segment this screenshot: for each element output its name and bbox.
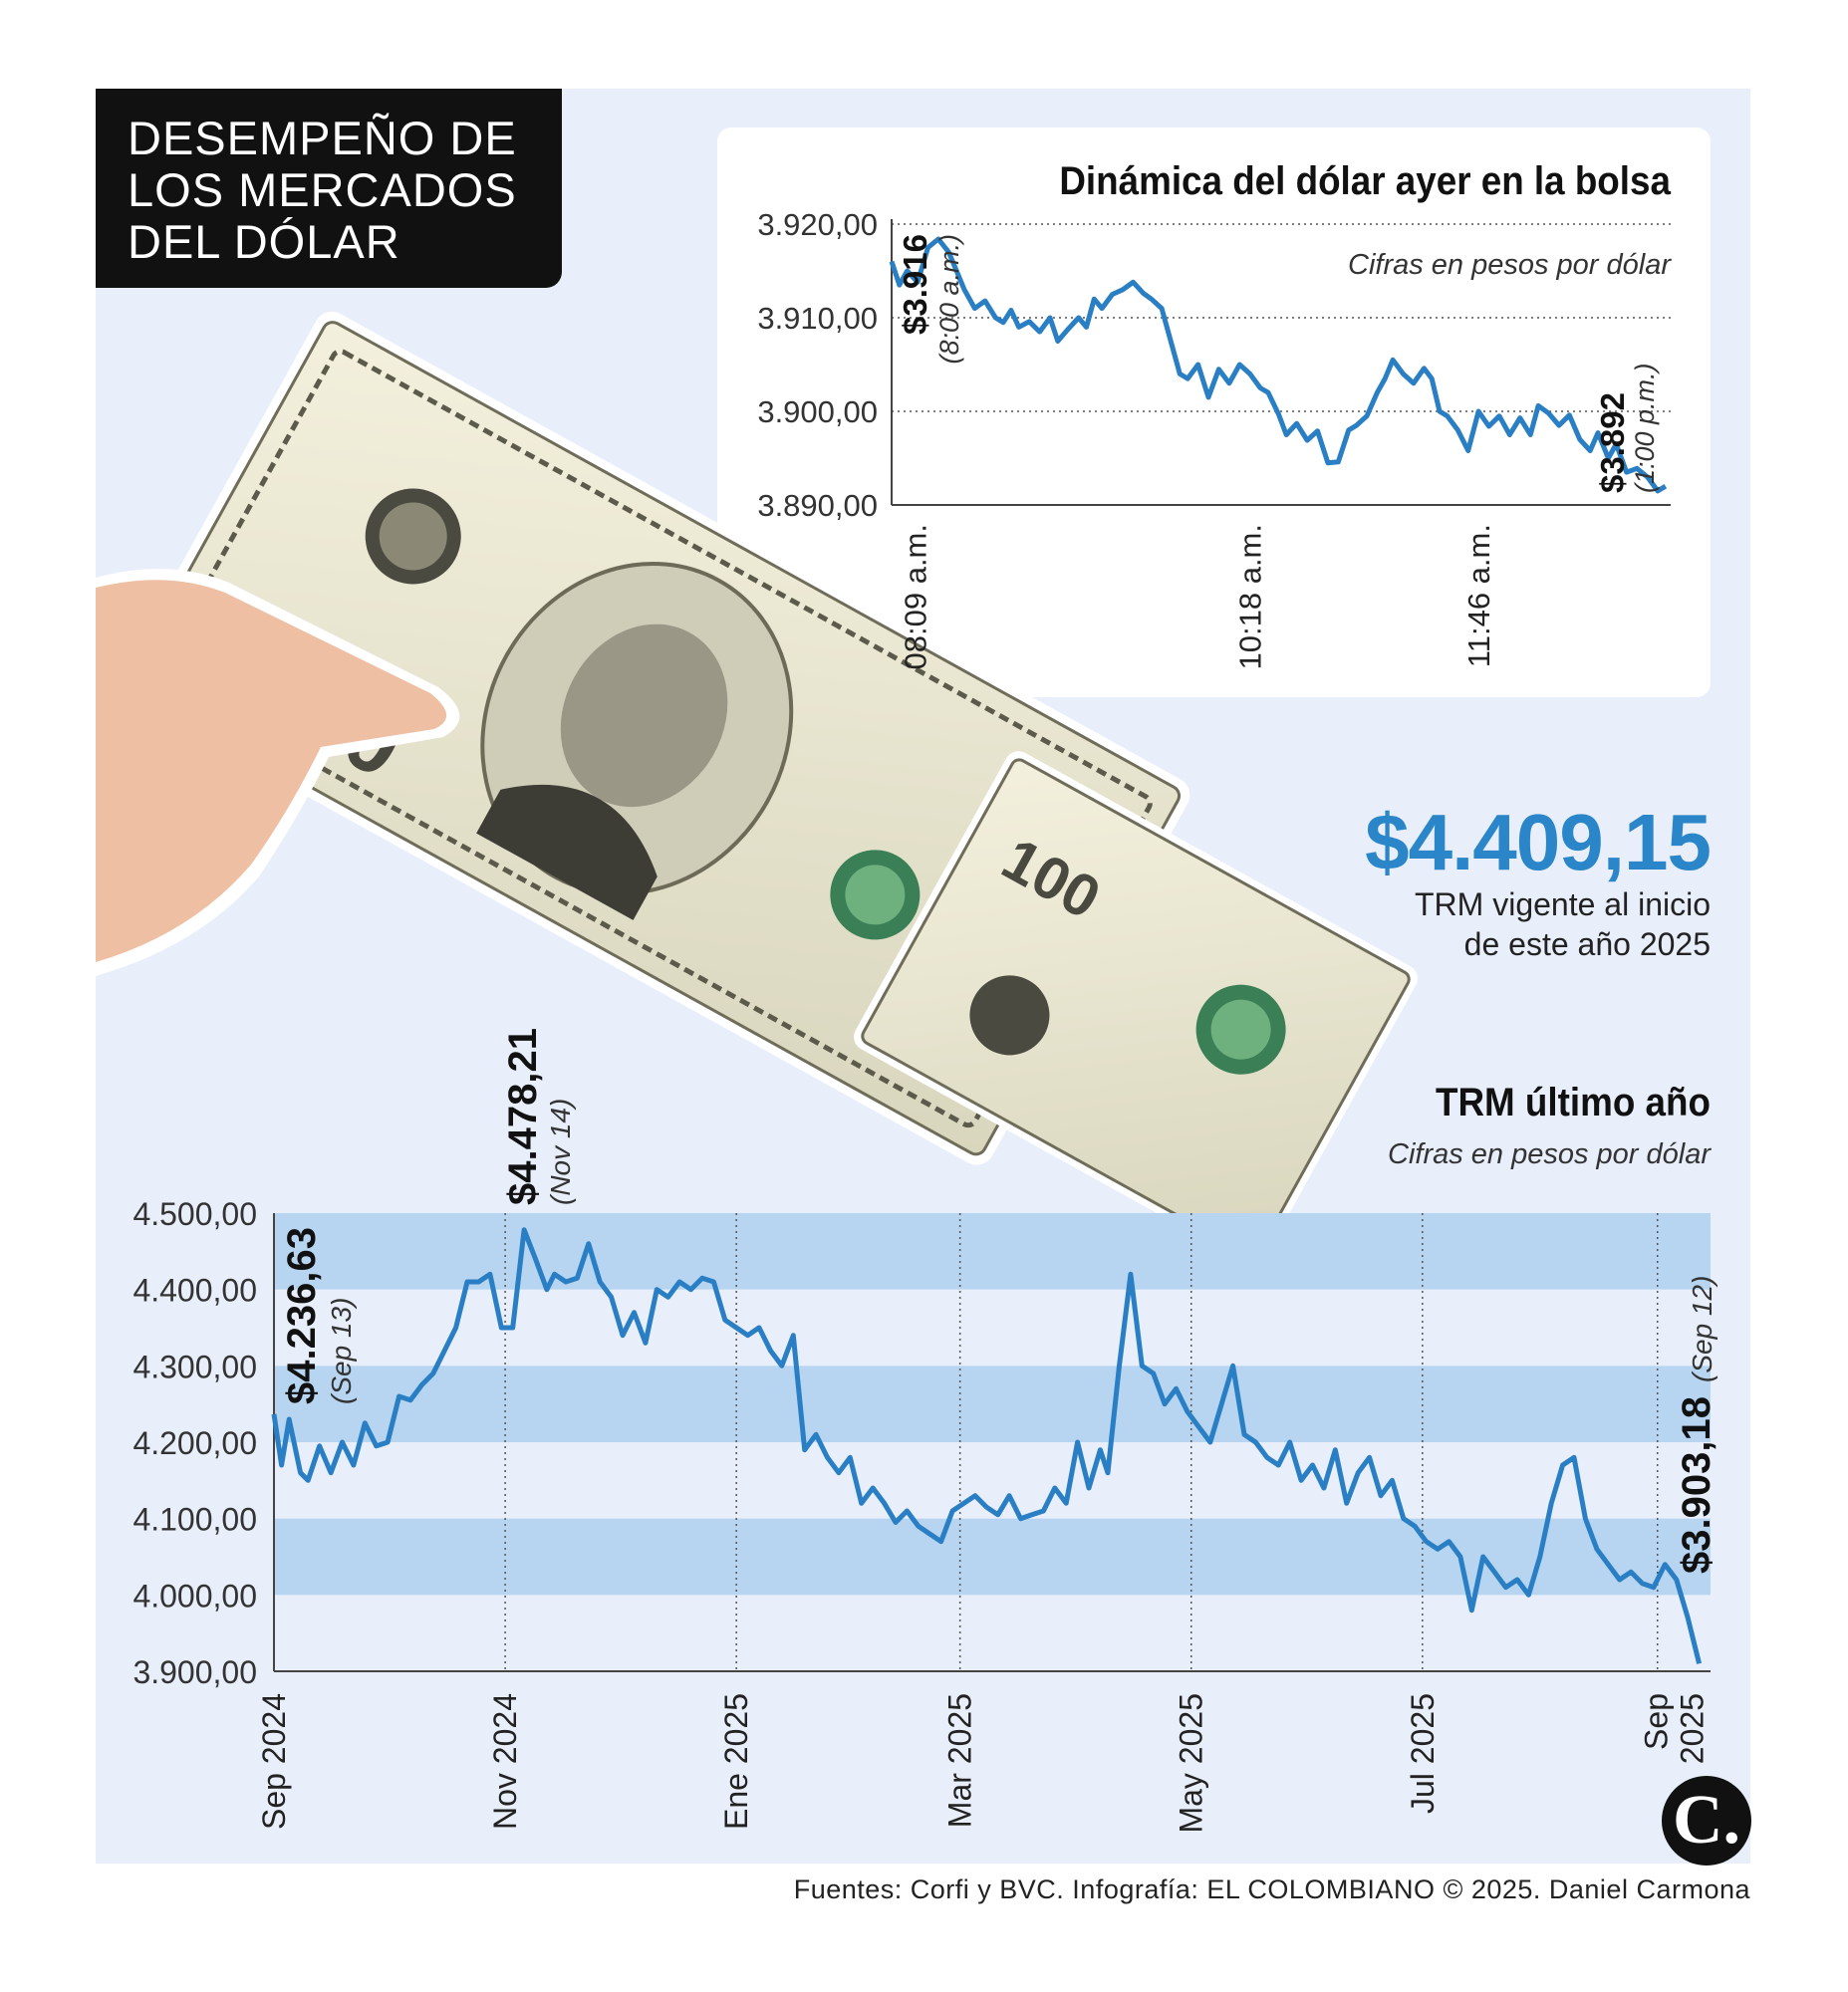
trm-x-tick-label: Sep	[1639, 1693, 1675, 1750]
trm-x-tick-label: Mar 2025	[942, 1693, 978, 1828]
trm-y-tick-label: 4.000,00	[132, 1578, 257, 1614]
trm-start-caption-1: TRM vigente al inicio	[1415, 886, 1711, 922]
trm-start-value: $4.236,63	[280, 1227, 324, 1404]
intraday-title: Dinámica del dólar ayer en la bolsa	[1059, 159, 1671, 203]
trm-start-date: (Sep 13)	[326, 1298, 357, 1404]
trm-x-tick-label: 2025	[1675, 1693, 1711, 1764]
trm-y-tick-label: 3.900,00	[132, 1654, 257, 1690]
trm-band	[274, 1213, 1711, 1290]
trm-band	[274, 1366, 1711, 1442]
title-line-1: DESEMPEÑO DE	[128, 112, 517, 164]
trm-peak-date: (Nov 14)	[545, 1099, 576, 1205]
intraday-end-value: $3.892	[1594, 392, 1631, 493]
intraday-end-time: (1:00 p.m.)	[1630, 363, 1660, 493]
trm-end-date: (Sep 12)	[1687, 1276, 1717, 1382]
trm-series-line	[271, 1227, 1703, 1664]
trm-y-tick-label: 4.300,00	[132, 1349, 257, 1384]
title-line-2: LOS MERCADOS	[128, 163, 517, 216]
folded-bill: 100	[854, 751, 1418, 1265]
trm-x-tick-label: Nov 2024	[487, 1693, 523, 1830]
intraday-x-tick-label: 10:18 a.m.	[1233, 524, 1268, 669]
trm-peak-value: $4.478,21	[501, 1028, 545, 1205]
trm-y-tick-label: 4.200,00	[132, 1425, 257, 1461]
trm-band	[274, 1518, 1711, 1596]
trm-start-caption-2: de este año 2025	[1463, 926, 1711, 962]
trm-end-value: $3.903,18	[1675, 1396, 1718, 1574]
intraday-y-tick-label: 3.900,00	[757, 394, 878, 429]
intraday-x-tick-label: 08:09 a.m.	[898, 524, 932, 669]
trm-year-note: Cifras en pesos por dólar	[1388, 1138, 1711, 1170]
title-line-3: DEL DÓLAR	[128, 215, 400, 268]
intraday-y-tick-label: 3.910,00	[757, 301, 878, 336]
intraday-y-tick-label: 3.920,00	[757, 207, 878, 242]
trm-x-tick-label: Jul 2025	[1405, 1693, 1441, 1814]
intraday-start-value: $3.916	[897, 234, 933, 335]
source-credit: Fuentes: Corfi y BVC. Infografía: EL COL…	[793, 1874, 1750, 1904]
trm-y-tick-label: 4.500,00	[132, 1196, 257, 1232]
intraday-note: Cifras en pesos por dólar	[1348, 249, 1671, 281]
intraday-start-time: (8:00 a.m.)	[934, 234, 964, 365]
trm-x-tick-label: Ene 2025	[718, 1693, 754, 1830]
el-colombiano-logo: C.	[1662, 1776, 1751, 1866]
title-box: DESEMPEÑO DE LOS MERCADOS DEL DÓLAR	[96, 89, 562, 288]
intraday-y-tick-label: 3.890,00	[757, 488, 878, 523]
intraday-x-tick-label: 11:46 a.m.	[1461, 524, 1496, 667]
trm-x-tick-label: May 2025	[1174, 1693, 1209, 1834]
trm-y-tick-label: 4.400,00	[132, 1273, 257, 1309]
trm-start-value: $4.409,15	[1365, 798, 1712, 886]
trm-x-tick-label: Sep 2024	[256, 1693, 292, 1830]
hand-image	[96, 580, 447, 962]
trm-y-tick-label: 4.100,00	[132, 1502, 257, 1538]
trm-year-title: TRM último año	[1436, 1081, 1711, 1124]
intraday-series-line	[889, 236, 1668, 494]
